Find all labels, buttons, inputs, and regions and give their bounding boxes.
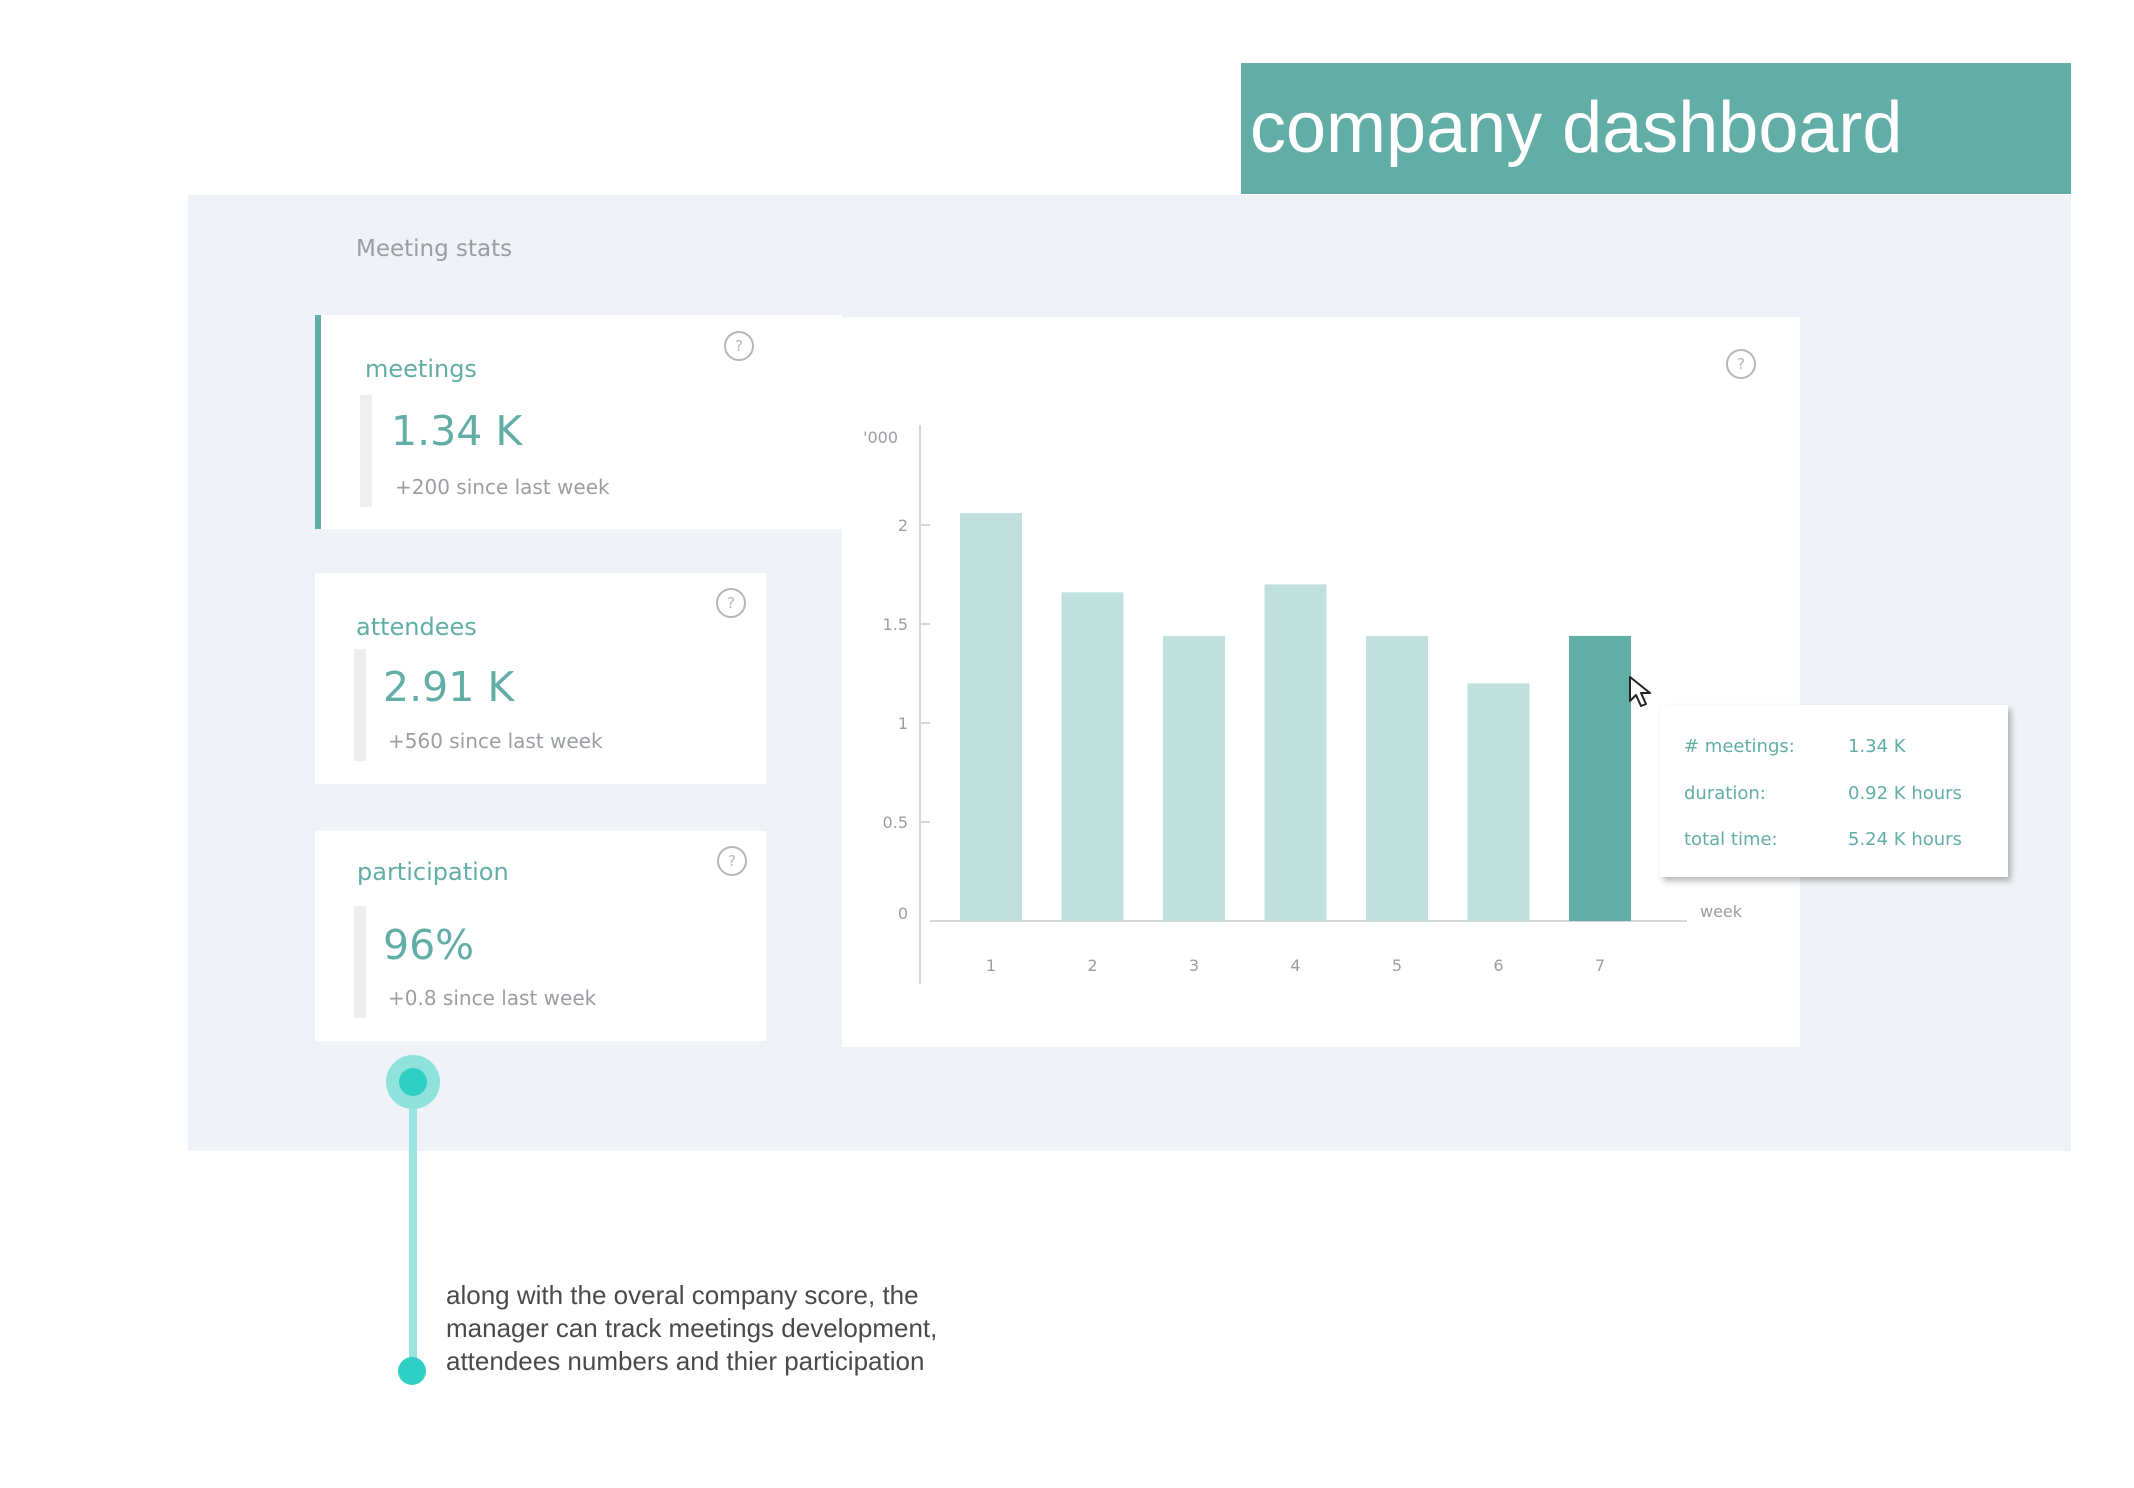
y-tick-label: 1 [898, 714, 908, 733]
card-label: meetings [365, 355, 477, 383]
bar-week-4 [1264, 584, 1327, 921]
x-tick-label: 3 [1189, 956, 1199, 975]
annotation-connector [409, 1080, 417, 1370]
card-subtext: +0.8 since last week [388, 986, 597, 1010]
card-value: 96% [383, 921, 475, 969]
meetings-bar-chart: '000 0 0.5 1 1.5 2 1 2 3 4 5 6 7 week [863, 425, 1743, 984]
meetings-chart-card: '000 0 0.5 1 1.5 2 1 2 3 4 5 6 7 week ? [842, 317, 1800, 1047]
annotation-text: along with the overal company score, the… [446, 1279, 1146, 1378]
annotation-line-3: attendees numbers and thier participatio… [446, 1346, 925, 1376]
card-value: 2.91 K [383, 663, 515, 711]
help-icon[interactable]: ? [724, 331, 754, 361]
annotation-end-dot [398, 1357, 426, 1385]
section-title: Meeting stats [356, 236, 513, 262]
card-accent-bar [354, 649, 366, 761]
tooltip-label: # meetings: [1684, 736, 1795, 757]
tooltip-label: duration: [1684, 783, 1766, 804]
y-tick-label: 0.5 [883, 813, 908, 832]
x-tick-label: 5 [1392, 956, 1402, 975]
card-subtext: +200 since last week [395, 475, 610, 499]
x-tick-label: 4 [1290, 956, 1300, 975]
tooltip-label: total time: [1684, 829, 1778, 850]
x-tick-label: 7 [1595, 956, 1605, 975]
x-tick-label: 6 [1493, 956, 1503, 975]
bar-week-6 [1467, 683, 1530, 921]
x-tick-label: 2 [1087, 956, 1097, 975]
tooltip-value: 5.24 K hours [1848, 829, 1962, 850]
bar-week-7 [1569, 635, 1631, 921]
bar-week-3 [1163, 635, 1225, 921]
chart-tooltip: # meetings: 1.34 K duration: 0.92 K hour… [1660, 705, 2008, 877]
y-tick-label: 1.5 [883, 615, 908, 634]
y-tick-label: 0 [898, 904, 908, 923]
card-subtext: +560 since last week [388, 729, 603, 753]
y-unit-label: '000 [863, 428, 898, 447]
mouse-cursor-icon [1629, 676, 1651, 707]
bar-week-2 [1061, 592, 1124, 921]
annotation-line-2: manager can track meetings development, [446, 1313, 938, 1343]
attendees-card[interactable]: attendees 2.91 K +560 since last week ? [315, 573, 766, 784]
annotation-marker-dot [399, 1068, 427, 1096]
annotation-line-1: along with the overal company score, the [446, 1280, 919, 1310]
card-accent-bar [360, 395, 372, 507]
x-tick-label: 1 [986, 956, 996, 975]
tooltip-value: 1.34 K [1848, 736, 1906, 757]
y-tick-label: 2 [898, 516, 908, 535]
card-value: 1.34 K [391, 407, 523, 455]
card-accent-bar [354, 906, 366, 1018]
x-axis-label: week [1700, 902, 1743, 921]
bar-week-5 [1366, 635, 1428, 921]
card-label: attendees [356, 613, 477, 641]
tooltip-value: 0.92 K hours [1848, 783, 1962, 804]
help-icon[interactable]: ? [716, 588, 746, 618]
participation-card[interactable]: participation 96% +0.8 since last week ? [315, 831, 766, 1041]
meetings-card[interactable]: meetings 1.34 K +200 since last week ? [315, 315, 842, 529]
page-title: company dashboard [1241, 63, 2071, 194]
help-icon[interactable]: ? [1726, 349, 1756, 379]
help-icon[interactable]: ? [717, 846, 747, 876]
bar-week-1 [960, 513, 1022, 921]
card-label: participation [357, 858, 509, 886]
